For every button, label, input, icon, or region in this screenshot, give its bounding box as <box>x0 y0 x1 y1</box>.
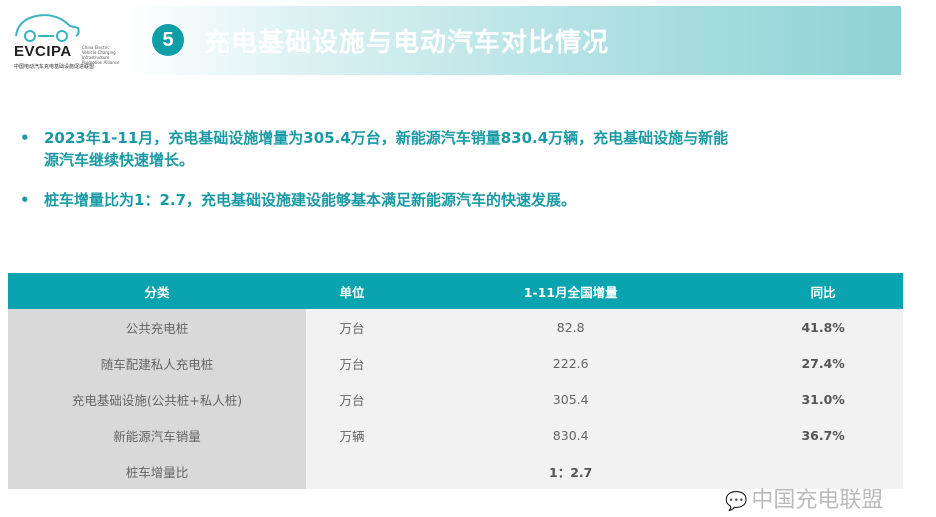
logo-chinese: 中国电动汽车充电基础设施促进联盟 <box>14 64 95 70</box>
logo-english: China Electric Vehicle Charging Infrastr… <box>82 45 120 65</box>
table-row: 充电基础设施(公共桩+私人桩) 万台 305.4 31.0% <box>8 381 903 417</box>
cell-yoy: 27.4% <box>743 345 903 381</box>
header-unit: 单位 <box>306 273 399 309</box>
watermark-text: 中国充电联盟 <box>751 488 884 513</box>
cell-unit: 万辆 <box>306 417 399 453</box>
wechat-icon: 💬 <box>725 491 748 512</box>
cell-yoy: 36.7% <box>743 417 903 453</box>
header-category: 分类 <box>8 273 306 309</box>
cell-increment: 82.8 <box>398 309 744 345</box>
table-header: 分类 单位 1-11月全国增量 同比 <box>8 273 903 309</box>
bullet-text: 2023年1-11月，充电基础设施增量为305.4万台，新能源汽车销量830.4… <box>44 129 729 169</box>
page-title: 充电基础设施与电动汽车对比情况 <box>204 28 610 58</box>
bullet-text: 桩车增量比为1：2.7，充电基础设施建设能够基本满足新能源汽车的快速发展。 <box>44 191 577 209</box>
table-row: 新能源汽车销量 万辆 830.4 36.7% <box>8 417 903 453</box>
cell-yoy: 31.0% <box>743 381 903 417</box>
cell-unit <box>306 453 399 489</box>
car-icon <box>15 14 80 42</box>
section-number: 5 <box>152 24 184 56</box>
logo-brand: EVCIPA <box>14 43 72 60</box>
cell-increment: 305.4 <box>398 381 744 417</box>
cell-increment: 1：2.7 <box>398 453 744 489</box>
bullet-dot: • <box>20 129 30 147</box>
evcipa-logo: EVCIPA China Electric Vehicle Charging I… <box>12 10 119 70</box>
cell-unit: 万台 <box>306 309 399 345</box>
bullet-dot: • <box>20 191 30 209</box>
cell-category: 随车配建私人充电桩 <box>8 345 306 381</box>
header-yoy: 同比 <box>743 273 903 309</box>
table-row: 随车配建私人充电桩 万台 222.6 27.4% <box>8 345 903 381</box>
table-row: 公共充电桩 万台 82.8 41.8% <box>8 309 903 345</box>
cell-yoy: 41.8% <box>743 309 903 345</box>
watermark: 💬 中国充电联盟 <box>725 482 883 514</box>
table-row: 桩车增量比 1：2.7 <box>8 453 903 489</box>
cell-yoy <box>743 453 903 489</box>
title-banner <box>125 6 901 75</box>
comparison-table: 分类 单位 1-11月全国增量 同比 公共充电桩 万台 82.8 41.8% 随车配建私… <box>8 273 903 489</box>
cell-category: 桩车增量比 <box>8 453 306 489</box>
cell-category: 公共充电桩 <box>8 309 306 345</box>
header-increment: 1-11月全国增量 <box>398 273 744 309</box>
cell-increment: 222.6 <box>398 345 744 381</box>
cell-category: 充电基础设施(公共桩+私人桩) <box>8 381 306 417</box>
cell-category: 新能源汽车销量 <box>8 417 306 453</box>
cell-unit: 万台 <box>306 381 399 417</box>
cell-unit: 万台 <box>306 345 399 381</box>
cell-increment: 830.4 <box>398 417 744 453</box>
